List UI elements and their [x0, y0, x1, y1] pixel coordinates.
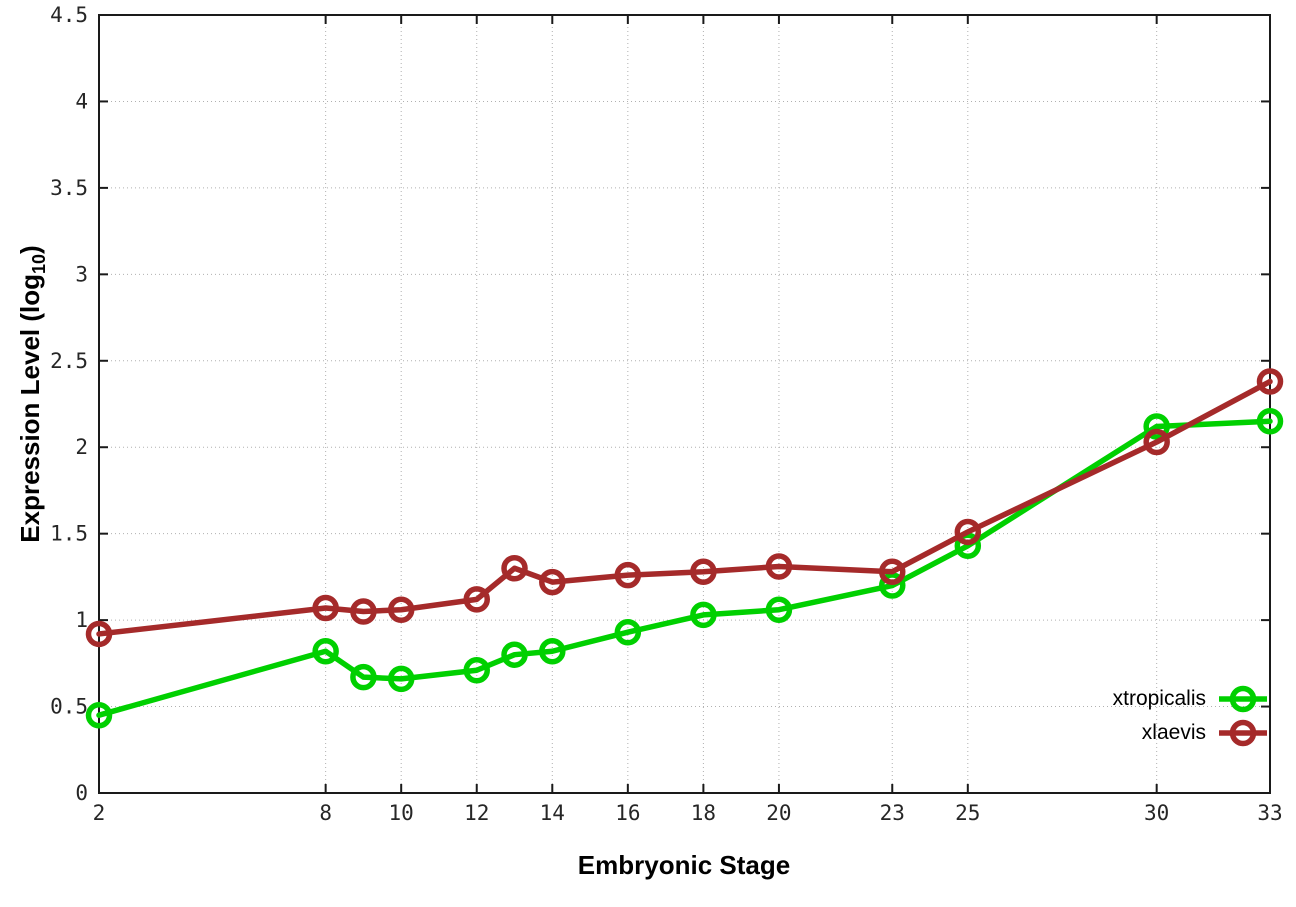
legend-item-xlaevis: xlaevis — [1142, 718, 1270, 748]
data-point-xlaevis — [501, 554, 528, 582]
x-tick-label: 12 — [464, 801, 489, 825]
y-tick-label: 4 — [75, 89, 88, 113]
x-tick-label: 14 — [540, 801, 565, 825]
data-point-xlaevis — [387, 596, 415, 623]
legend-marker-xtropicalis — [1219, 685, 1267, 713]
data-point-xtropicalis — [85, 701, 113, 729]
data-point-xtropicalis — [614, 618, 642, 646]
data-point-xlaevis — [350, 598, 377, 625]
x-tick-label: 10 — [389, 801, 414, 825]
data-point-xlaevis — [879, 558, 906, 585]
legend-item-xtropicalis: xtropicalis — [1113, 684, 1270, 714]
data-point-xlaevis — [312, 594, 339, 622]
y-axis-label-text: Expression Level (log — [15, 273, 45, 543]
legend: xtropicalis xlaevis — [1000, 684, 1270, 748]
data-point-xlaevis — [690, 558, 717, 585]
legend-label-xtropicalis: xtropicalis — [1112, 687, 1206, 710]
x-tick-label: 18 — [691, 801, 716, 825]
y-tick-label: 3.5 — [50, 176, 88, 200]
data-point-xlaevis — [463, 586, 490, 613]
x-tick-label: 16 — [615, 801, 640, 825]
data-point-xlaevis — [614, 561, 642, 589]
data-point-xlaevis — [765, 553, 793, 580]
x-tick-label: 8 — [319, 801, 332, 825]
data-point-xtropicalis — [690, 601, 717, 629]
x-tick-label: 25 — [955, 801, 980, 825]
y-tick-label: 2 — [75, 435, 88, 459]
data-point-xtropicalis — [879, 572, 906, 599]
y-tick-label: 2.5 — [50, 349, 88, 373]
data-point-xtropicalis — [539, 637, 566, 665]
data-point-xtropicalis — [954, 532, 982, 560]
plot-border — [98, 14, 1271, 794]
y-axis-label: Expression Level (log10) — [15, 184, 57, 604]
series-line-xlaevis — [96, 378, 1273, 637]
y-tick-label: 0.5 — [50, 695, 88, 719]
data-point-xtropicalis — [765, 596, 793, 623]
y-tick-label: 1.5 — [50, 522, 88, 546]
x-tick-label: 23 — [880, 801, 905, 825]
y-axis-label-close: ) — [15, 245, 45, 254]
data-point-xtropicalis — [387, 665, 415, 693]
legend-marker-xlaevis — [1219, 719, 1267, 747]
x-tick-label: 33 — [1257, 801, 1282, 825]
data-point-xtropicalis — [1256, 408, 1284, 435]
data-point-xtropicalis — [463, 656, 490, 684]
data-point-xlaevis — [539, 568, 566, 596]
y-tick-label: 3 — [75, 262, 88, 286]
y-tick-label: 4.5 — [50, 3, 88, 27]
data-point-xtropicalis — [501, 641, 528, 668]
data-point-xlaevis — [1256, 368, 1284, 395]
data-point-xlaevis — [954, 518, 982, 546]
data-point-xtropicalis — [1143, 413, 1170, 440]
data-point-xtropicalis — [350, 663, 377, 691]
y-axis-label-subscript: 10 — [29, 253, 50, 274]
y-tick-label: 1 — [75, 608, 88, 632]
y-tick-label: 0 — [75, 781, 88, 805]
series-line-xtropicalis — [96, 418, 1273, 718]
data-point-xlaevis — [85, 620, 113, 648]
x-tick-label: 20 — [766, 801, 791, 825]
legend-label-xlaevis: xlaevis — [1141, 721, 1206, 744]
x-tick-label: 30 — [1144, 801, 1169, 825]
x-axis-label: Embryonic Stage — [577, 850, 791, 880]
data-point-xlaevis — [1143, 428, 1170, 456]
data-point-xtropicalis — [312, 637, 339, 665]
x-tick-label: 2 — [93, 801, 106, 825]
